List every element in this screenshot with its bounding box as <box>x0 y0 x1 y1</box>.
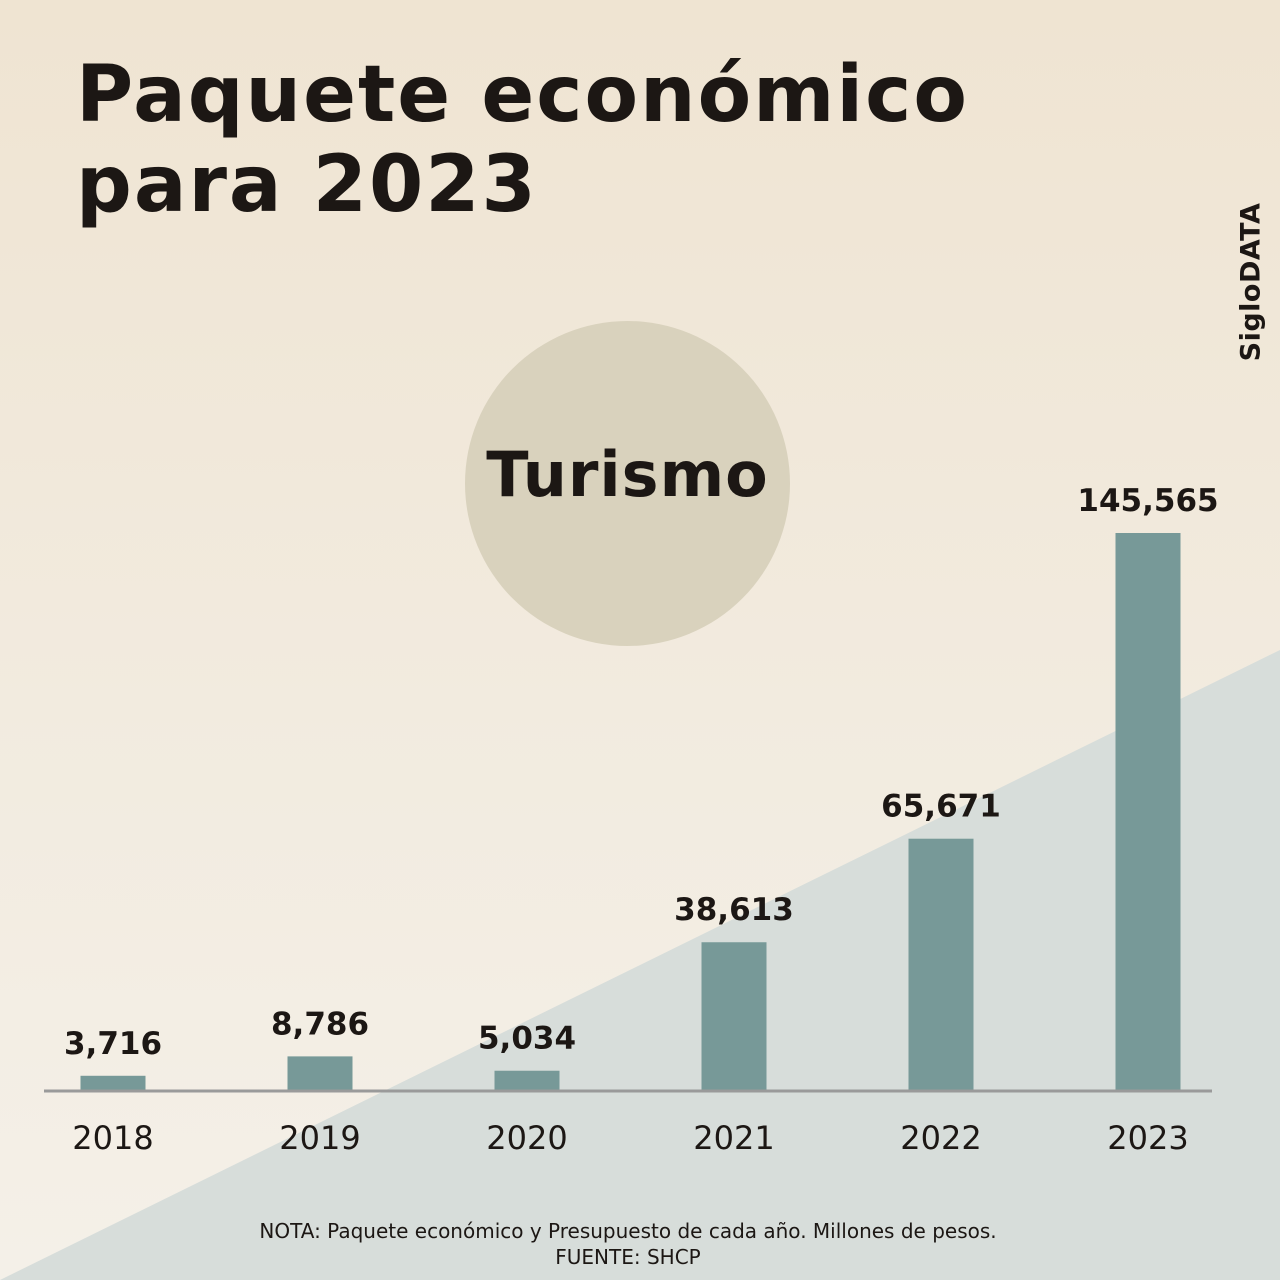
value-label-2020: 5,034 <box>478 1021 576 1057</box>
page-title: Paquete económico para 2023 <box>76 50 1076 230</box>
category-label-2018: 2018 <box>72 1119 153 1157</box>
category-label-2023: 2023 <box>1107 1119 1188 1157</box>
footnote: NOTA: Paquete económico y Presupuesto de… <box>0 1218 1256 1270</box>
category-label-2022: 2022 <box>900 1119 981 1157</box>
topic-label: Turismo <box>486 438 769 511</box>
value-label-2022: 65,671 <box>881 789 1001 825</box>
topic-circle <box>465 321 790 646</box>
category-label-2020: 2020 <box>486 1119 567 1157</box>
bar-2021 <box>701 942 767 1090</box>
bar-2020 <box>494 1070 560 1090</box>
title-line-2: para 2023 <box>76 140 538 230</box>
value-label-2023: 145,565 <box>1077 483 1218 519</box>
value-label-2018: 3,716 <box>64 1026 162 1062</box>
bar-2022 <box>908 838 974 1090</box>
footnote-fuente: FUENTE: SHCP <box>555 1245 701 1269</box>
bar-2023 <box>1115 533 1181 1090</box>
bar-2019 <box>287 1056 353 1090</box>
value-label-2021: 38,613 <box>674 892 794 928</box>
value-label-2019: 8,786 <box>271 1006 369 1042</box>
category-label-2019: 2019 <box>279 1119 360 1157</box>
title-line-1: Paquete económico <box>76 50 969 140</box>
bar-2018 <box>80 1075 146 1090</box>
category-label-2021: 2021 <box>693 1119 774 1157</box>
footnote-nota: NOTA: Paquete económico y Presupuesto de… <box>259 1219 997 1243</box>
